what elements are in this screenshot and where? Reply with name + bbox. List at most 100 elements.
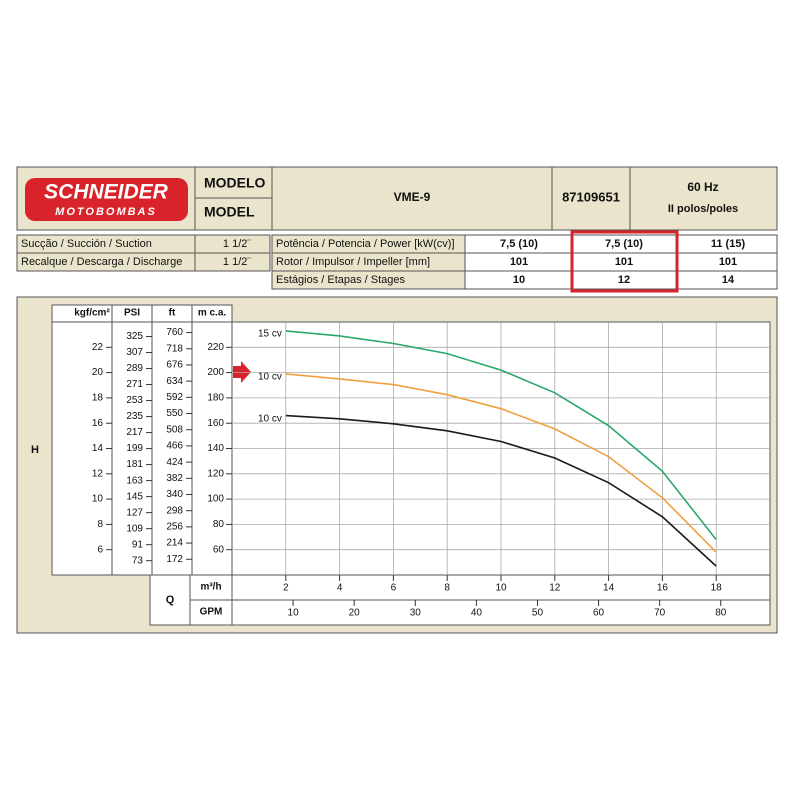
x2-tick-label: 20 bbox=[349, 608, 361, 619]
scale-tick-label: 127 bbox=[126, 507, 143, 518]
connection-label: Recalque / Descarga / Discharge bbox=[21, 256, 182, 268]
scale-tick-label: 214 bbox=[166, 538, 183, 549]
spec-label: Estágios / Etapas / Stages bbox=[276, 274, 406, 286]
scale-tick-label: 466 bbox=[166, 441, 183, 452]
curve-label: 15 cv bbox=[258, 328, 282, 339]
scale-tick-label: 20 bbox=[92, 367, 104, 378]
scale-tick-label: 307 bbox=[126, 347, 143, 358]
scale-tick-label: 181 bbox=[126, 459, 143, 470]
x-tick-label: 16 bbox=[657, 583, 669, 594]
scale-tick-label: 634 bbox=[166, 376, 183, 387]
scale-tick-label: 8 bbox=[97, 519, 103, 530]
x2-tick-label: 70 bbox=[654, 608, 666, 619]
y-tick-label: 80 bbox=[213, 519, 225, 530]
x2-tick-label: 30 bbox=[410, 608, 422, 619]
spec-value: 12 bbox=[618, 274, 630, 286]
scale-tick-label: 592 bbox=[166, 392, 183, 403]
model-label: MODELO bbox=[204, 175, 266, 191]
x-tick-label: 6 bbox=[391, 583, 397, 594]
connection-size: 1 1/2¨ bbox=[223, 256, 251, 268]
curve bbox=[285, 330, 717, 541]
model-label: MODEL bbox=[204, 204, 255, 220]
spec-value: 11 (15) bbox=[711, 238, 746, 250]
y-tick-label: 220 bbox=[207, 342, 224, 353]
scale-tick-label: 217 bbox=[126, 427, 143, 438]
scale-tick-label: 256 bbox=[166, 522, 183, 533]
scale-tick-label: 91 bbox=[132, 539, 144, 550]
connection-size: 1 1/2¨ bbox=[223, 238, 251, 250]
spec-value: 7,5 (10) bbox=[500, 238, 538, 250]
scale-tick-label: 12 bbox=[92, 468, 104, 479]
spec-value: 101 bbox=[719, 256, 737, 268]
frequency: 60 Hz bbox=[687, 180, 718, 194]
scale-tick-label: 289 bbox=[126, 363, 143, 374]
spec-value: 14 bbox=[722, 274, 735, 286]
scale-tick-label: 172 bbox=[166, 554, 183, 565]
scale-tick-label: 10 bbox=[92, 494, 104, 505]
scale-tick-label: 73 bbox=[132, 555, 144, 566]
chart: 6080100120140160180200220kgf/cm²68101214… bbox=[74, 308, 770, 619]
x-tick-label: 14 bbox=[603, 583, 615, 594]
scale-tick-label: 718 bbox=[166, 343, 183, 354]
scale-tick-label: 163 bbox=[126, 475, 143, 486]
x2-tick-label: 10 bbox=[288, 608, 300, 619]
scale-tick-label: 14 bbox=[92, 443, 104, 454]
scale-tick-label: 18 bbox=[92, 393, 104, 404]
scale-tick-label: 382 bbox=[166, 473, 183, 484]
y-tick-label: 200 bbox=[207, 367, 224, 378]
spec-value: 10 bbox=[513, 274, 525, 286]
scale-tick-label: 508 bbox=[166, 424, 183, 435]
brand: SCHNEIDER bbox=[44, 181, 169, 204]
scale-tick-label: 271 bbox=[126, 379, 143, 390]
scale-panel bbox=[51, 304, 233, 576]
scale-tick-label: 760 bbox=[166, 327, 183, 338]
y-label: m c.a. bbox=[198, 308, 227, 319]
specs-border bbox=[464, 234, 778, 290]
scale-tick-label: 325 bbox=[126, 331, 143, 342]
scale-tick-label: 109 bbox=[126, 523, 143, 534]
spec-label: Rotor / Impulsor / Impeller [mm] bbox=[276, 256, 430, 268]
brand-sub: MOTOBOMBAS bbox=[55, 206, 157, 218]
x-title: Q bbox=[166, 594, 175, 606]
connection-label: Sucção / Succión / Suction bbox=[21, 238, 152, 250]
y-tick-label: 60 bbox=[213, 544, 225, 555]
curve bbox=[285, 414, 717, 567]
scale-label: PSI bbox=[124, 308, 140, 319]
scale-tick-label: 6 bbox=[97, 544, 103, 555]
code: 87109651 bbox=[562, 189, 620, 204]
x-tick-label: 4 bbox=[337, 583, 343, 594]
scale-label: ft bbox=[169, 308, 176, 319]
scale-tick-label: 424 bbox=[166, 457, 183, 468]
poles: II polos/poles bbox=[668, 203, 738, 215]
x2-label: GPM bbox=[200, 607, 223, 618]
spec-value: 7,5 (10) bbox=[605, 238, 643, 250]
scale-tick-label: 340 bbox=[166, 489, 183, 500]
x2-tick-label: 50 bbox=[532, 608, 544, 619]
curve bbox=[285, 373, 717, 553]
x-tick-label: 2 bbox=[283, 583, 289, 594]
y-tick-label: 160 bbox=[207, 418, 224, 429]
y-title: H bbox=[31, 444, 39, 456]
y-tick-label: 180 bbox=[207, 393, 224, 404]
x2-tick-label: 80 bbox=[715, 608, 727, 619]
scale-tick-label: 235 bbox=[126, 411, 143, 422]
scale-tick-label: 253 bbox=[126, 395, 143, 406]
scale-tick-label: 16 bbox=[92, 418, 104, 429]
scale-tick-label: 550 bbox=[166, 408, 183, 419]
curve-label: 10 cv bbox=[258, 413, 282, 424]
specs-values-bg bbox=[465, 235, 777, 289]
y-tick-label: 140 bbox=[207, 443, 224, 454]
spec-label: Potência / Potencia / Power [kW(cv)] bbox=[276, 238, 455, 250]
x-tick-label: 18 bbox=[711, 583, 723, 594]
y-tick-label: 100 bbox=[207, 494, 224, 505]
model: VME-9 bbox=[394, 190, 431, 204]
x-tick-label: 12 bbox=[549, 583, 561, 594]
x-label: m³/h bbox=[200, 582, 221, 593]
specs-cells: Potência / Potencia / Power [kW(cv)] 7,5 … bbox=[276, 238, 745, 286]
logo bbox=[25, 178, 188, 221]
spec-value: 101 bbox=[510, 256, 528, 268]
x2-tick-label: 60 bbox=[593, 608, 605, 619]
scale-tick-label: 298 bbox=[166, 505, 183, 516]
scale-label: kgf/cm² bbox=[74, 308, 110, 319]
